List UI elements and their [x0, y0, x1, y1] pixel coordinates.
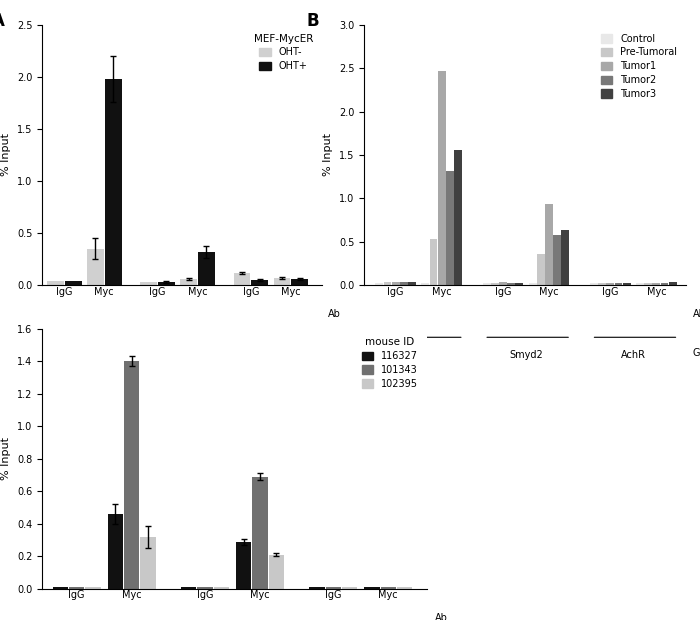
Bar [364, 587, 379, 589]
Bar [615, 283, 622, 285]
Legend: Control, Pre-Tumoral, Tumor1, Tumor2, Tumor3: Control, Pre-Tumoral, Tumor1, Tumor2, Tu… [597, 30, 681, 103]
Bar [124, 361, 139, 589]
Bar [198, 252, 215, 285]
Bar [491, 283, 498, 285]
Legend: 116327, 101343, 102395: 116327, 101343, 102395 [358, 334, 422, 393]
Text: Ncl: Ncl [76, 350, 92, 360]
Bar [291, 279, 308, 285]
Text: Smyd2: Smyd2 [509, 350, 543, 360]
Bar [508, 283, 515, 285]
Bar [537, 254, 545, 285]
Text: Ab: Ab [692, 309, 700, 319]
Bar [234, 273, 251, 285]
Text: Gene: Gene [328, 348, 354, 358]
Bar [515, 283, 524, 285]
Bar [269, 555, 284, 589]
Bar [400, 281, 408, 285]
Text: Smyd2: Smyd2 [161, 350, 195, 360]
Bar [392, 281, 400, 285]
Bar [384, 281, 391, 285]
Bar [197, 587, 213, 589]
Bar [652, 283, 660, 285]
Text: Ncl: Ncl [411, 350, 426, 360]
Bar [140, 537, 155, 589]
Bar [644, 283, 652, 285]
Bar [108, 514, 123, 589]
Bar [661, 283, 668, 285]
Text: AchR: AchR [258, 350, 284, 360]
Bar [421, 283, 429, 285]
Bar [636, 283, 644, 285]
Bar [251, 280, 268, 285]
Bar [85, 587, 101, 589]
Bar [47, 281, 64, 285]
Bar [545, 203, 553, 285]
Bar [623, 283, 631, 285]
Bar [64, 281, 82, 285]
Y-axis label: % Input: % Input [1, 133, 11, 177]
Text: Ab: Ab [328, 309, 340, 319]
Bar [158, 282, 175, 285]
Text: B: B [306, 12, 318, 30]
Bar [446, 172, 454, 285]
Bar [606, 283, 614, 285]
Bar [553, 235, 561, 285]
Bar [214, 587, 229, 589]
Bar [69, 587, 85, 589]
Bar [326, 587, 341, 589]
Bar [528, 283, 537, 285]
Bar [180, 279, 197, 285]
Bar [236, 542, 251, 589]
Bar [454, 150, 462, 285]
Bar [105, 79, 122, 285]
Text: Ab: Ab [435, 613, 447, 620]
Y-axis label: % Input: % Input [323, 133, 333, 177]
Bar [342, 587, 357, 589]
Text: AchR: AchR [621, 350, 646, 360]
Bar [87, 249, 104, 285]
Bar [181, 587, 197, 589]
Bar [274, 278, 290, 285]
Bar [598, 283, 606, 285]
Bar [309, 587, 325, 589]
Bar [590, 283, 598, 285]
Bar [397, 587, 412, 589]
Y-axis label: % Input: % Input [1, 437, 11, 480]
Bar [483, 283, 491, 285]
Legend: OHT-, OHT+: OHT-, OHT+ [250, 30, 317, 75]
Bar [668, 281, 677, 285]
Bar [438, 71, 446, 285]
Bar [52, 587, 68, 589]
Bar [561, 229, 569, 285]
Bar [408, 281, 416, 285]
Bar [381, 587, 396, 589]
Text: A: A [0, 12, 4, 30]
Text: Gene: Gene [692, 348, 700, 358]
Bar [375, 283, 383, 285]
Bar [499, 281, 507, 285]
Bar [140, 282, 157, 285]
Bar [252, 477, 267, 589]
Bar [430, 239, 438, 285]
